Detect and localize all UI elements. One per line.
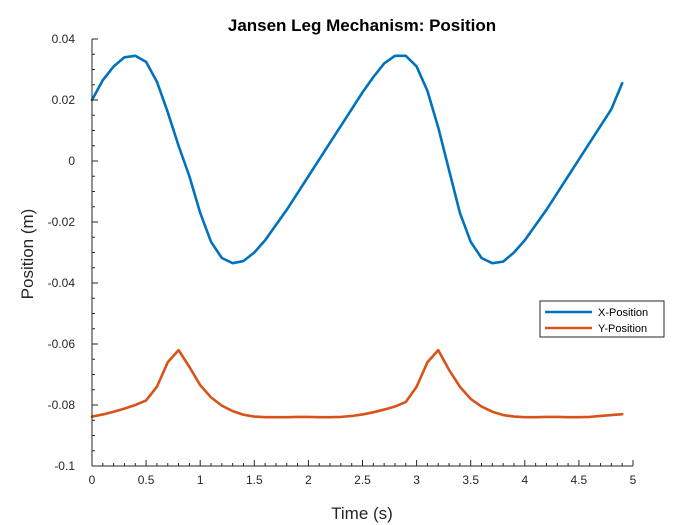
series-line-x-position: [90, 54, 624, 265]
legend-entry-label: X-Position: [598, 307, 648, 319]
series-layer: [90, 54, 624, 419]
x-tick-label: 1.5: [246, 473, 263, 487]
y-tick-label: -0.04: [48, 276, 76, 290]
x-tick-label: 2.5: [354, 473, 371, 487]
y-tick-label: 0.04: [52, 32, 76, 46]
legend-entry-label: Y-Position: [598, 323, 647, 335]
series-line-y-position: [90, 348, 624, 419]
x-tick-label: 3: [413, 473, 420, 487]
x-tick-label: 0: [89, 473, 96, 487]
chart-title: Jansen Leg Mechanism: Position: [228, 16, 496, 35]
y-tick-label: -0.1: [54, 459, 75, 473]
y-tick-label: 0.02: [52, 93, 76, 107]
axes: 0 0.5 1 1.5 2 2.5 3 3.5 4 4.5 5 -0.1 -0.08 -0.06 -0.04…: [48, 32, 637, 487]
y-tick-label: -0.08: [48, 398, 76, 412]
x-tick-label: 4: [521, 473, 528, 487]
y-tick-label: -0.06: [48, 337, 76, 351]
x-tick-label: 0.5: [138, 473, 155, 487]
x-tick-label: 3.5: [462, 473, 479, 487]
y-tick-label: -0.02: [48, 215, 76, 229]
x-tick-label: 1: [197, 473, 204, 487]
y-tick-label: 0: [68, 154, 75, 168]
x-axis-label: Time (s): [331, 504, 393, 523]
y-axis-label: Position (m): [18, 209, 37, 300]
legend: X-Position Y-Position: [539, 300, 665, 338]
x-tick-label: 2: [305, 473, 312, 487]
x-tick-label: 5: [630, 473, 637, 487]
x-tick-label: 4.5: [571, 473, 588, 487]
legend-box: [539, 300, 665, 338]
